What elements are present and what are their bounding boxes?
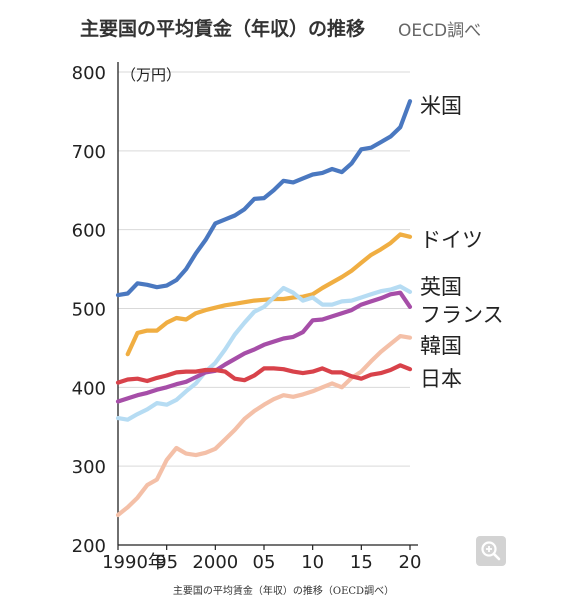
- y-tick-label: 300: [72, 457, 106, 478]
- series-line: [115, 290, 413, 404]
- y-tick-label: 500: [72, 300, 106, 321]
- series-label: ドイツ: [420, 228, 483, 252]
- zoom-in-icon: [481, 541, 501, 561]
- series-label: 英国: [420, 275, 462, 299]
- x-tick-label: 05: [253, 552, 276, 573]
- zoom-in-button[interactable]: [476, 536, 506, 566]
- series-line: [115, 284, 413, 422]
- y-tick-label: 600: [72, 221, 106, 242]
- y-tick-label: 700: [72, 142, 106, 163]
- chart-caption: 主要国の平均賃金（年収）の推移（OECD調べ）: [172, 586, 395, 597]
- series-line: [115, 334, 413, 518]
- series-label: 韓国: [420, 334, 462, 358]
- series-label: フランス: [420, 303, 504, 327]
- y-axis-unit-label: （万円）: [121, 66, 181, 84]
- series-line: [115, 363, 413, 385]
- x-tick-label: 2000: [192, 552, 238, 573]
- series-line: [115, 99, 413, 298]
- series-label: 日本: [420, 367, 462, 391]
- series-label: 米国: [420, 94, 462, 118]
- y-tick-label: 800: [72, 63, 106, 84]
- x-tick-label: 20: [399, 552, 422, 573]
- y-tick-label: 400: [72, 378, 106, 399]
- x-tick-label: 15: [350, 552, 373, 573]
- x-tick-label: 95: [155, 552, 178, 573]
- y-tick-label: 200: [72, 536, 106, 557]
- source-label: OECD調べ: [398, 21, 482, 41]
- chart-title: 主要国の平均賃金（年収）の推移: [80, 18, 366, 40]
- x-tick-label: 1990年: [102, 552, 166, 573]
- x-tick-label: 10: [301, 552, 324, 573]
